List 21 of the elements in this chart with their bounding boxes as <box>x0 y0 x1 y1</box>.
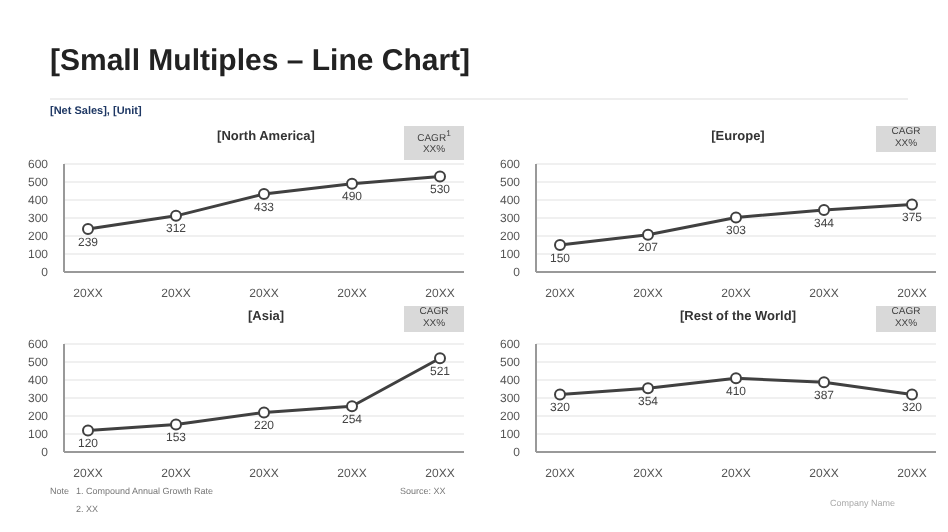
point <box>554 388 566 401</box>
point <box>346 400 358 413</box>
point <box>170 209 182 222</box>
point <box>258 406 270 419</box>
point <box>346 177 358 190</box>
point <box>170 418 182 431</box>
point <box>730 211 742 224</box>
point <box>906 198 918 211</box>
text: [Small Multiples – Line Chart] <box>50 44 471 78</box>
point <box>554 239 566 251</box>
point <box>434 352 446 365</box>
point <box>818 376 830 389</box>
point <box>730 372 742 385</box>
point <box>642 228 654 241</box>
point <box>818 204 830 217</box>
point <box>82 222 94 235</box>
point <box>258 188 270 201</box>
point <box>906 388 918 401</box>
point <box>82 424 94 437</box>
point <box>642 382 654 395</box>
point <box>434 170 446 183</box>
